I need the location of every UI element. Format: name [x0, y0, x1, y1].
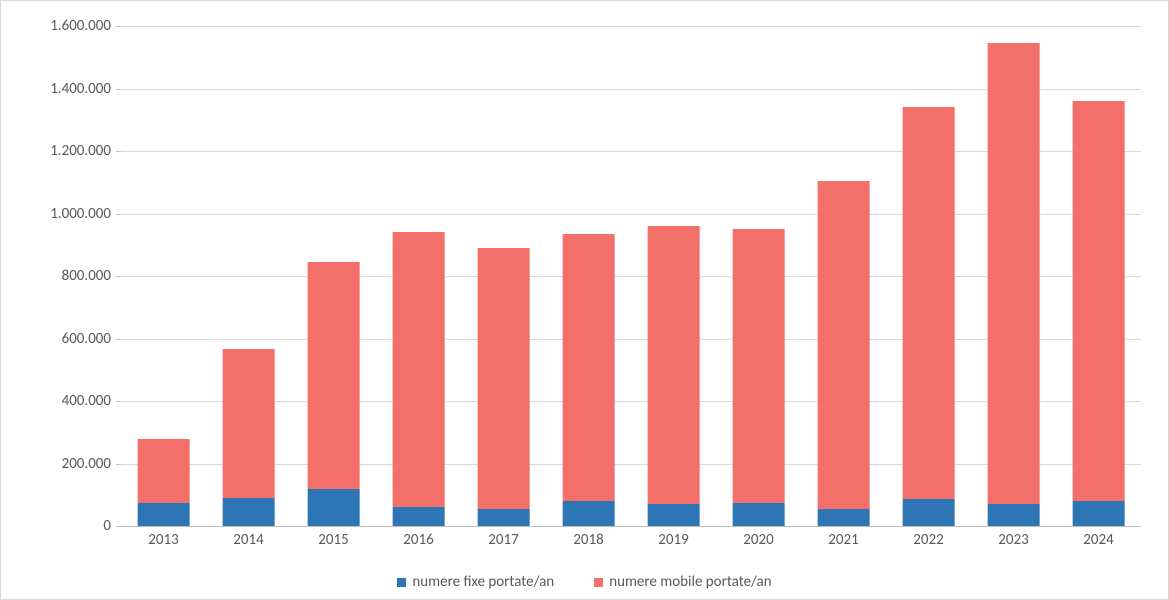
x-axis-label: 2014 — [206, 531, 291, 556]
bar-segment — [222, 498, 275, 526]
y-axis-label: 1.200.000 — [50, 142, 111, 160]
bar-slot — [886, 26, 971, 526]
bar-segment — [477, 248, 530, 509]
bar — [137, 439, 190, 527]
x-axis-label: 2013 — [121, 531, 206, 556]
legend: numere fixe portate/an numere mobile por… — [1, 573, 1168, 591]
x-axis-label: 2016 — [376, 531, 461, 556]
bar-slot — [376, 26, 461, 526]
bar — [392, 232, 445, 526]
x-axis-label: 2023 — [971, 531, 1056, 556]
bar-segment — [817, 181, 870, 509]
legend-swatch-fixe — [397, 578, 406, 587]
bar — [902, 107, 955, 526]
x-axis-label: 2021 — [801, 531, 886, 556]
bars-group — [121, 26, 1141, 526]
bar-segment — [987, 504, 1040, 526]
bar-slot — [206, 26, 291, 526]
bar — [817, 181, 870, 526]
y-axis-label: 1.600.000 — [50, 17, 111, 35]
bar-segment — [732, 503, 785, 526]
bar-segment — [987, 43, 1040, 504]
bar-segment — [817, 509, 870, 526]
bar-segment — [562, 501, 615, 526]
legend-label-mobile: numere mobile portate/an — [609, 573, 771, 591]
bar-segment — [477, 509, 530, 526]
x-axis-labels: 2013201420152016201720182019202020212022… — [121, 531, 1141, 556]
bar — [477, 248, 530, 526]
bar-segment — [137, 439, 190, 503]
y-tick — [116, 526, 121, 527]
bar-slot — [1056, 26, 1141, 526]
bar-segment — [732, 229, 785, 502]
bar-segment — [307, 489, 360, 527]
bar-segment — [392, 232, 445, 507]
bar-segment — [1072, 101, 1125, 501]
y-axis-labels: 0200.000400.000600.000800.0001.000.0001.… — [1, 26, 111, 526]
y-axis-label: 200.000 — [62, 455, 111, 473]
bar — [307, 262, 360, 526]
bar-segment — [137, 503, 190, 526]
chart-container: 0 200.000 400.000 600.000 800.000 1.000.000 1.… — [0, 0, 1169, 600]
legend-swatch-mobile — [594, 578, 603, 587]
bar-segment — [562, 234, 615, 501]
x-axis-label: 2017 — [461, 531, 546, 556]
x-axis-line — [121, 526, 1141, 527]
legend-item-mobile: numere mobile portate/an — [594, 573, 771, 591]
bar — [987, 43, 1040, 526]
bar-segment — [647, 226, 700, 504]
legend-item-fixe: numere fixe portate/an — [397, 573, 554, 591]
bar — [732, 229, 785, 526]
bar-slot — [716, 26, 801, 526]
x-axis-label: 2024 — [1056, 531, 1141, 556]
bar-segment — [1072, 501, 1125, 526]
y-axis-label: 0 — [103, 517, 111, 535]
bar-segment — [222, 349, 275, 497]
bar-segment — [902, 107, 955, 499]
bar — [647, 226, 700, 526]
plot-area — [121, 26, 1141, 526]
bar-segment — [307, 262, 360, 489]
y-axis-label: 1.400.000 — [50, 80, 111, 98]
bar-slot — [121, 26, 206, 526]
bar-slot — [461, 26, 546, 526]
y-axis-label: 1.000.000 — [50, 205, 111, 223]
bar-segment — [647, 504, 700, 526]
bar-slot — [631, 26, 716, 526]
bar — [562, 234, 615, 526]
bar-segment — [392, 507, 445, 526]
y-axis-label: 600.000 — [62, 330, 111, 348]
bar-slot — [801, 26, 886, 526]
x-axis-label: 2020 — [716, 531, 801, 556]
x-axis-label: 2019 — [631, 531, 716, 556]
y-axis-label: 400.000 — [62, 392, 111, 410]
bar — [222, 349, 275, 526]
bar-slot — [546, 26, 631, 526]
bar-segment — [902, 499, 955, 526]
bar-slot — [291, 26, 376, 526]
legend-label-fixe: numere fixe portate/an — [412, 573, 554, 591]
y-axis-label: 800.000 — [62, 267, 111, 285]
x-axis-label: 2015 — [291, 531, 376, 556]
x-axis-label: 2018 — [546, 531, 631, 556]
bar-slot — [971, 26, 1056, 526]
x-axis-label: 2022 — [886, 531, 971, 556]
bar — [1072, 101, 1125, 526]
